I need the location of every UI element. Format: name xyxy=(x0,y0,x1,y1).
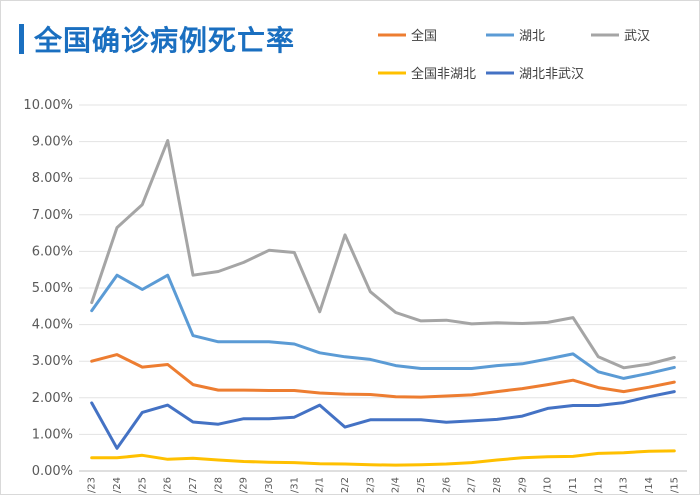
y-tick-label: 0.00% xyxy=(32,464,73,479)
series-line-4 xyxy=(90,390,676,450)
x-tick-label: 1/25 xyxy=(137,477,148,494)
x-tick-label: 2/8 xyxy=(492,477,503,493)
x-tick-label: 2/2 xyxy=(340,477,351,493)
chart-title: 全国确诊病例死亡率 xyxy=(34,24,296,57)
y-tick-label: 4.00% xyxy=(32,318,73,333)
legend-label: 全国 xyxy=(411,28,437,44)
x-tick-label: 2/7 xyxy=(467,477,478,493)
x-tick-label: 2/5 xyxy=(416,477,427,493)
legend-label: 湖北 xyxy=(519,29,545,44)
y-tick-label: 2.00% xyxy=(32,391,73,406)
x-tick-label: 2/13 xyxy=(619,477,630,494)
y-tick-label: 10.00% xyxy=(23,98,73,113)
x-tick-label: 1/28 xyxy=(213,477,224,494)
y-tick-label: 9.00% xyxy=(32,135,73,150)
series-line-2 xyxy=(90,139,676,370)
x-tick-label: 2/4 xyxy=(391,477,402,493)
legend-label: 全国非湖北 xyxy=(411,66,476,82)
x-tick-label: 1/30 xyxy=(264,477,275,494)
title-accent-bar xyxy=(19,24,24,54)
x-tick-label: 2/1 xyxy=(315,477,326,493)
x-tick-label: 1/31 xyxy=(289,477,300,494)
x-tick-label: 1/24 xyxy=(112,477,123,494)
x-tick-label: 2/12 xyxy=(593,477,604,494)
y-tick-label: 8.00% xyxy=(32,171,73,186)
chart-title-block: 全国确诊病例死亡率 xyxy=(19,19,295,59)
x-tick-label: 1/23 xyxy=(87,477,98,494)
x-tick-label: 2/10 xyxy=(543,477,554,494)
x-tick-label: 1/27 xyxy=(188,477,199,494)
y-tick-label: 6.00% xyxy=(32,244,73,259)
y-tick-label: 1.00% xyxy=(32,427,73,442)
x-tick-label: 2/6 xyxy=(441,477,452,493)
series-line-1 xyxy=(90,273,676,380)
legend-label: 湖北非武汉 xyxy=(519,67,584,82)
series-line-3 xyxy=(90,449,676,467)
y-tick-label: 3.00% xyxy=(32,354,73,369)
x-tick-label: 2/3 xyxy=(365,477,376,493)
x-tick-label: 2/15 xyxy=(669,477,680,494)
x-tick-label: 2/9 xyxy=(517,477,528,493)
x-tick-label: 1/29 xyxy=(239,477,250,494)
series-line-0 xyxy=(90,353,676,399)
y-tick-label: 5.00% xyxy=(32,281,73,296)
x-tick-label: 2/14 xyxy=(644,477,655,494)
legend-label: 武汉 xyxy=(624,29,650,44)
x-tick-label: 1/26 xyxy=(163,477,174,494)
x-tick-label: 2/11 xyxy=(568,477,579,494)
y-tick-label: 7.00% xyxy=(32,208,73,223)
